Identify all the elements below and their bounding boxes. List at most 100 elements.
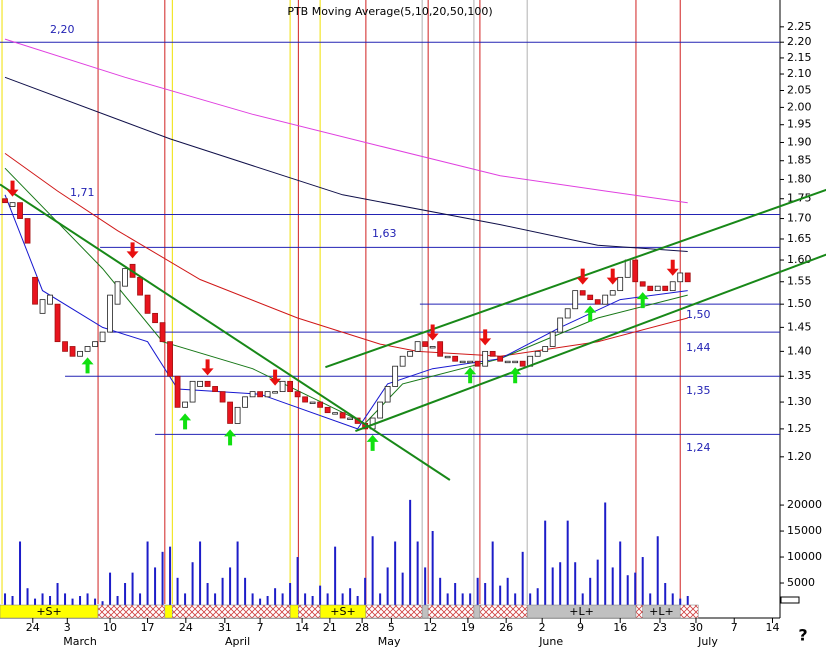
x-tick-label: 9: [577, 621, 584, 634]
candle: [17, 202, 23, 219]
candle: [624, 259, 631, 278]
sell-arrow: [6, 180, 19, 197]
candle: [564, 308, 571, 319]
buy-arrow: [584, 305, 597, 322]
x-tick-label: 26: [499, 621, 513, 634]
candle: [662, 285, 669, 292]
sell-arrow: [666, 259, 679, 276]
candle: [84, 346, 91, 352]
y-tick-label: 2.05: [787, 84, 812, 97]
candle: [504, 360, 511, 364]
candle: [669, 281, 676, 292]
x-tick-label: 3: [64, 621, 71, 634]
candle: [257, 391, 264, 398]
candle: [54, 303, 61, 343]
level-label: 1,24: [686, 441, 711, 454]
sell-arrow: [201, 359, 214, 376]
strip-segment: [421, 604, 429, 619]
candle: [534, 350, 541, 357]
candle: [264, 391, 271, 398]
candle: [302, 396, 309, 403]
strip-label: +S+: [36, 605, 61, 618]
candle: [159, 322, 166, 343]
strip-label: +L+: [649, 605, 674, 618]
candle: [557, 317, 564, 333]
candle: [497, 355, 504, 362]
buy-arrow: [81, 357, 94, 374]
moving-average: [4, 152, 688, 357]
strip-segment: [635, 604, 643, 619]
candle: [92, 341, 98, 347]
moving-average: [4, 76, 688, 252]
candle: [189, 380, 196, 403]
candle: [279, 380, 286, 393]
candle: [617, 276, 624, 292]
candle: [32, 276, 38, 305]
x-tick-label: 31: [218, 621, 232, 634]
x-tick-label: 17: [141, 621, 155, 634]
candle: [444, 355, 451, 359]
month-label: April: [225, 635, 250, 648]
level-label: 1,63: [372, 227, 397, 240]
x-tick-label: 10: [103, 621, 117, 634]
candle: [639, 281, 646, 287]
sell-arrow: [126, 242, 139, 259]
strip-segment: [365, 604, 423, 619]
sell-arrow: [606, 268, 619, 285]
trend-line: [355, 253, 826, 433]
buy-arrow: [509, 367, 522, 384]
x-tick-label: 7: [731, 621, 738, 634]
strip-label: +L+: [569, 605, 594, 618]
help-icon[interactable]: ?: [798, 626, 807, 645]
sell-arrow: [479, 329, 492, 346]
candle: [654, 285, 661, 292]
strip-segment: [97, 604, 166, 619]
x-tick-label: 24: [26, 621, 40, 634]
y-tick-label: 1.25: [787, 422, 812, 435]
candle: [174, 375, 181, 408]
x-tick-label: 14: [295, 621, 309, 634]
level-label: 1,35: [686, 384, 711, 397]
candle: [407, 350, 414, 357]
candle: [9, 202, 16, 207]
candle: [429, 346, 436, 349]
candle: [197, 380, 203, 387]
x-tick-label: 23: [653, 621, 667, 634]
volume-tick-label: 15000: [787, 524, 822, 537]
buy-arrow: [636, 292, 649, 309]
y-tick-label: 2.15: [787, 51, 812, 64]
level-label: 1,44: [686, 341, 711, 354]
candle: [414, 341, 421, 352]
x-tick-label: 24: [179, 621, 193, 634]
sell-arrow: [576, 268, 589, 285]
y-tick-label: 2.00: [787, 100, 812, 113]
underlay: [1, 0, 681, 604]
strip-segment: [289, 604, 299, 619]
y-tick-label: 2.10: [787, 67, 812, 80]
candle: [392, 365, 399, 387]
candle: [317, 401, 324, 408]
x-tick-label: 7: [257, 621, 264, 634]
y-tick-label: 1.20: [787, 450, 812, 463]
candle: [182, 401, 188, 408]
candle: [77, 350, 83, 357]
y-tick-label: 1.30: [787, 395, 812, 408]
strip-segment: [172, 604, 291, 619]
candle: [437, 341, 444, 357]
y-tick-label: 1.85: [787, 154, 812, 167]
x-tick-label: 2: [539, 621, 546, 634]
chart-title: PTB Moving Average(5,10,20,50,100): [287, 5, 492, 18]
candle: [594, 299, 601, 305]
candle: [609, 290, 616, 296]
month-label: May: [378, 635, 401, 648]
buy-arrow: [224, 429, 237, 446]
level-label: 1,71: [70, 186, 95, 199]
volume-tick-label: 5000: [787, 576, 815, 589]
y-tick-label: 2.25: [787, 20, 812, 33]
candle: [422, 341, 429, 347]
candle: [2, 198, 8, 204]
candle: [399, 355, 406, 367]
x-tick-label: 16: [613, 621, 627, 634]
candle: [474, 360, 481, 367]
candle: [347, 417, 354, 420]
